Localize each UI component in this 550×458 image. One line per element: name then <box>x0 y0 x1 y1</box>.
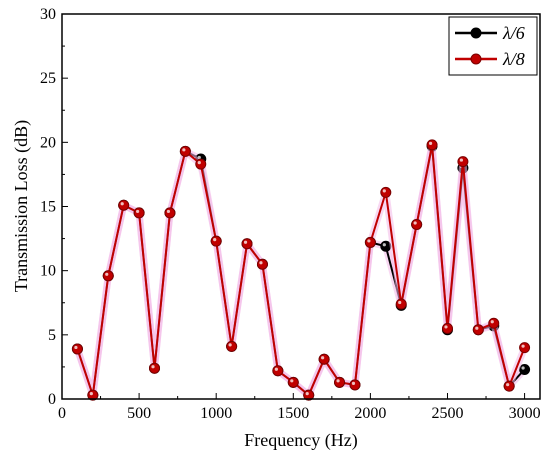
data-point <box>395 298 407 310</box>
legend-label: λ/6 <box>502 23 525 43</box>
x-tick-label: 500 <box>127 405 151 422</box>
data-point <box>241 238 253 250</box>
y-tick-label: 10 <box>40 263 56 280</box>
data-point-highlight <box>475 326 479 330</box>
data-point-highlight <box>506 383 510 387</box>
data-point <box>164 207 176 219</box>
series-2 <box>71 139 531 401</box>
data-point-highlight <box>197 161 201 165</box>
y-tick-label: 20 <box>40 134 56 151</box>
data-point-highlight <box>351 381 356 385</box>
data-point <box>519 342 531 354</box>
tick-layer: 0 500 1000 1500 2000 2500 3000 0 5 10 15 20 25 30 <box>40 6 541 422</box>
y-tick-label: 15 <box>40 199 56 216</box>
data-point <box>287 376 299 388</box>
data-point-highlight <box>459 158 464 162</box>
data-point <box>472 324 484 336</box>
data-point <box>364 236 376 248</box>
data-point-highlight <box>74 345 78 350</box>
data-point-highlight <box>120 202 124 206</box>
x-tick-label: 1500 <box>277 405 309 422</box>
data-point <box>457 156 469 168</box>
data-point-highlight <box>428 141 433 145</box>
x-tick-label: 2500 <box>431 405 463 422</box>
data-point-highlight <box>89 392 93 396</box>
series-layer <box>71 139 531 401</box>
data-point <box>349 379 361 391</box>
data-point <box>179 145 191 157</box>
plot-frame <box>61 13 541 400</box>
y-tick-label: 25 <box>40 70 56 87</box>
data-point <box>380 186 392 198</box>
data-point-highlight <box>336 379 340 383</box>
data-point-highlight <box>367 239 371 243</box>
legend-label: λ/8 <box>502 49 525 69</box>
data-point-highlight <box>151 365 155 369</box>
y-axis-title: Transmission Loss (dB) <box>11 120 32 292</box>
data-point-highlight <box>135 209 140 214</box>
data-point <box>503 380 515 392</box>
x-tick-label: 0 <box>58 405 66 422</box>
series-line <box>76 143 526 397</box>
data-point-highlight <box>105 272 109 276</box>
data-point <box>102 270 114 282</box>
data-point <box>149 362 161 374</box>
x-tick-label: 3000 <box>509 405 541 422</box>
legend: λ/6λ/8 <box>448 16 538 76</box>
y-tick-label: 0 <box>48 391 56 408</box>
x-tick-label: 2000 <box>354 405 386 422</box>
data-point <box>441 322 453 334</box>
data-point-highlight <box>521 344 525 348</box>
data-point-highlight <box>305 392 309 396</box>
data-point-highlight <box>398 300 402 305</box>
data-point <box>195 158 207 170</box>
data-point-highlight <box>228 343 232 347</box>
legend-swatch-marker <box>470 27 482 39</box>
data-point-highlight <box>382 243 386 247</box>
data-point <box>226 340 238 352</box>
data-point-highlight <box>490 320 494 324</box>
x-axis-title: Frequency (Hz) <box>244 430 357 451</box>
y-tick-label: 30 <box>40 6 56 23</box>
legend-box <box>448 16 538 76</box>
data-point-highlight <box>274 367 278 371</box>
legend-swatch-marker <box>470 53 482 65</box>
data-point <box>133 207 145 219</box>
data-point <box>118 199 130 211</box>
data-point-highlight <box>444 325 448 329</box>
data-point <box>519 363 531 375</box>
data-point <box>488 317 500 329</box>
data-point-highlight <box>259 261 263 265</box>
data-point <box>334 376 346 388</box>
data-point-highlight <box>290 379 294 383</box>
data-point-highlight <box>243 240 248 244</box>
x-tick-label: 1000 <box>200 405 232 422</box>
data-point-highlight <box>213 238 217 242</box>
y-tick-label: 5 <box>48 327 56 344</box>
data-point <box>426 139 438 151</box>
data-point <box>272 365 284 377</box>
data-point <box>210 235 222 247</box>
data-point-highlight <box>413 221 417 225</box>
data-point <box>411 218 423 230</box>
data-point-highlight <box>321 356 325 360</box>
data-point-highlight <box>521 366 525 370</box>
data-point <box>318 353 330 365</box>
data-point <box>256 258 268 270</box>
data-point-highlight <box>182 148 186 152</box>
data-point-highlight <box>382 189 386 193</box>
data-point-highlight <box>166 209 171 214</box>
data-point <box>71 343 83 355</box>
